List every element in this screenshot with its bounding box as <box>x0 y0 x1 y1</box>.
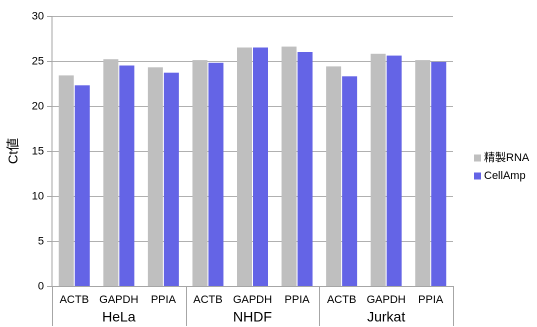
bar-cellamp-8 <box>431 61 447 287</box>
bar-cellamp-0 <box>74 85 90 286</box>
category-label-actb: ACTB <box>327 294 356 306</box>
bar-cellamp-4 <box>253 47 268 286</box>
y-tick-label: 25 <box>32 55 44 67</box>
bar-cellamp-5 <box>297 52 313 286</box>
bar-purified-rna-4 <box>237 47 252 286</box>
category-label-gapdh: GAPDH <box>233 294 272 306</box>
y-tick-label: 10 <box>32 190 44 202</box>
bar-purified-rna-0 <box>58 75 74 287</box>
y-tick-label: 0 <box>38 280 44 292</box>
category-label-ppia: PPIA <box>285 294 311 306</box>
legend-label-1: CellAmp <box>484 170 526 182</box>
category-label-actb: ACTB <box>193 294 222 306</box>
category-label-ppia: PPIA <box>418 294 444 306</box>
bar-purified-rna-2 <box>147 67 163 286</box>
bar-purified-rna-1 <box>103 59 119 287</box>
bar-cellamp-3 <box>208 62 224 286</box>
category-label-actb: ACTB <box>60 294 89 306</box>
legend: 精製RNA CellAmp <box>474 150 530 182</box>
category-label-gapdh: GAPDH <box>367 294 406 306</box>
category-label-gapdh: GAPDH <box>99 294 138 306</box>
bar-purified-rna-7 <box>370 53 386 286</box>
bar-purified-rna-5 <box>281 46 297 286</box>
y-axis-label: Ct値 <box>5 138 20 164</box>
gridlines <box>52 16 453 287</box>
y-tick-label: 5 <box>38 235 44 247</box>
legend-label-0: 精製RNA <box>484 150 530 164</box>
bar-purified-rna-3 <box>192 60 208 286</box>
bar-cellamp-2 <box>163 72 179 286</box>
bars <box>58 46 447 287</box>
y-axis-ticks: 0 5 10 15 20 25 30 <box>32 10 52 292</box>
y-tick-label: 15 <box>32 145 44 157</box>
group-label-nhdf: NHDF <box>233 309 272 325</box>
y-tick-label: 20 <box>32 100 44 112</box>
y-tick-label: 30 <box>32 10 44 22</box>
group-label-hela: HeLa <box>102 309 136 325</box>
bar-purified-rna-8 <box>415 60 431 286</box>
legend-swatch-0 <box>474 154 481 162</box>
category-label-ppia: PPIA <box>151 294 177 306</box>
bar-cellamp-6 <box>342 76 358 286</box>
bar-cellamp-7 <box>386 55 402 286</box>
bar-purified-rna-6 <box>326 66 342 287</box>
bar-cellamp-1 <box>119 65 135 286</box>
group-label-jurkat: Jurkat <box>367 309 405 325</box>
x-axis: ACTB GAPDH PPIA HeLa ACTB GAPDH PPIA NHDF ACTB GA… <box>52 286 454 326</box>
legend-swatch-1 <box>474 172 481 180</box>
